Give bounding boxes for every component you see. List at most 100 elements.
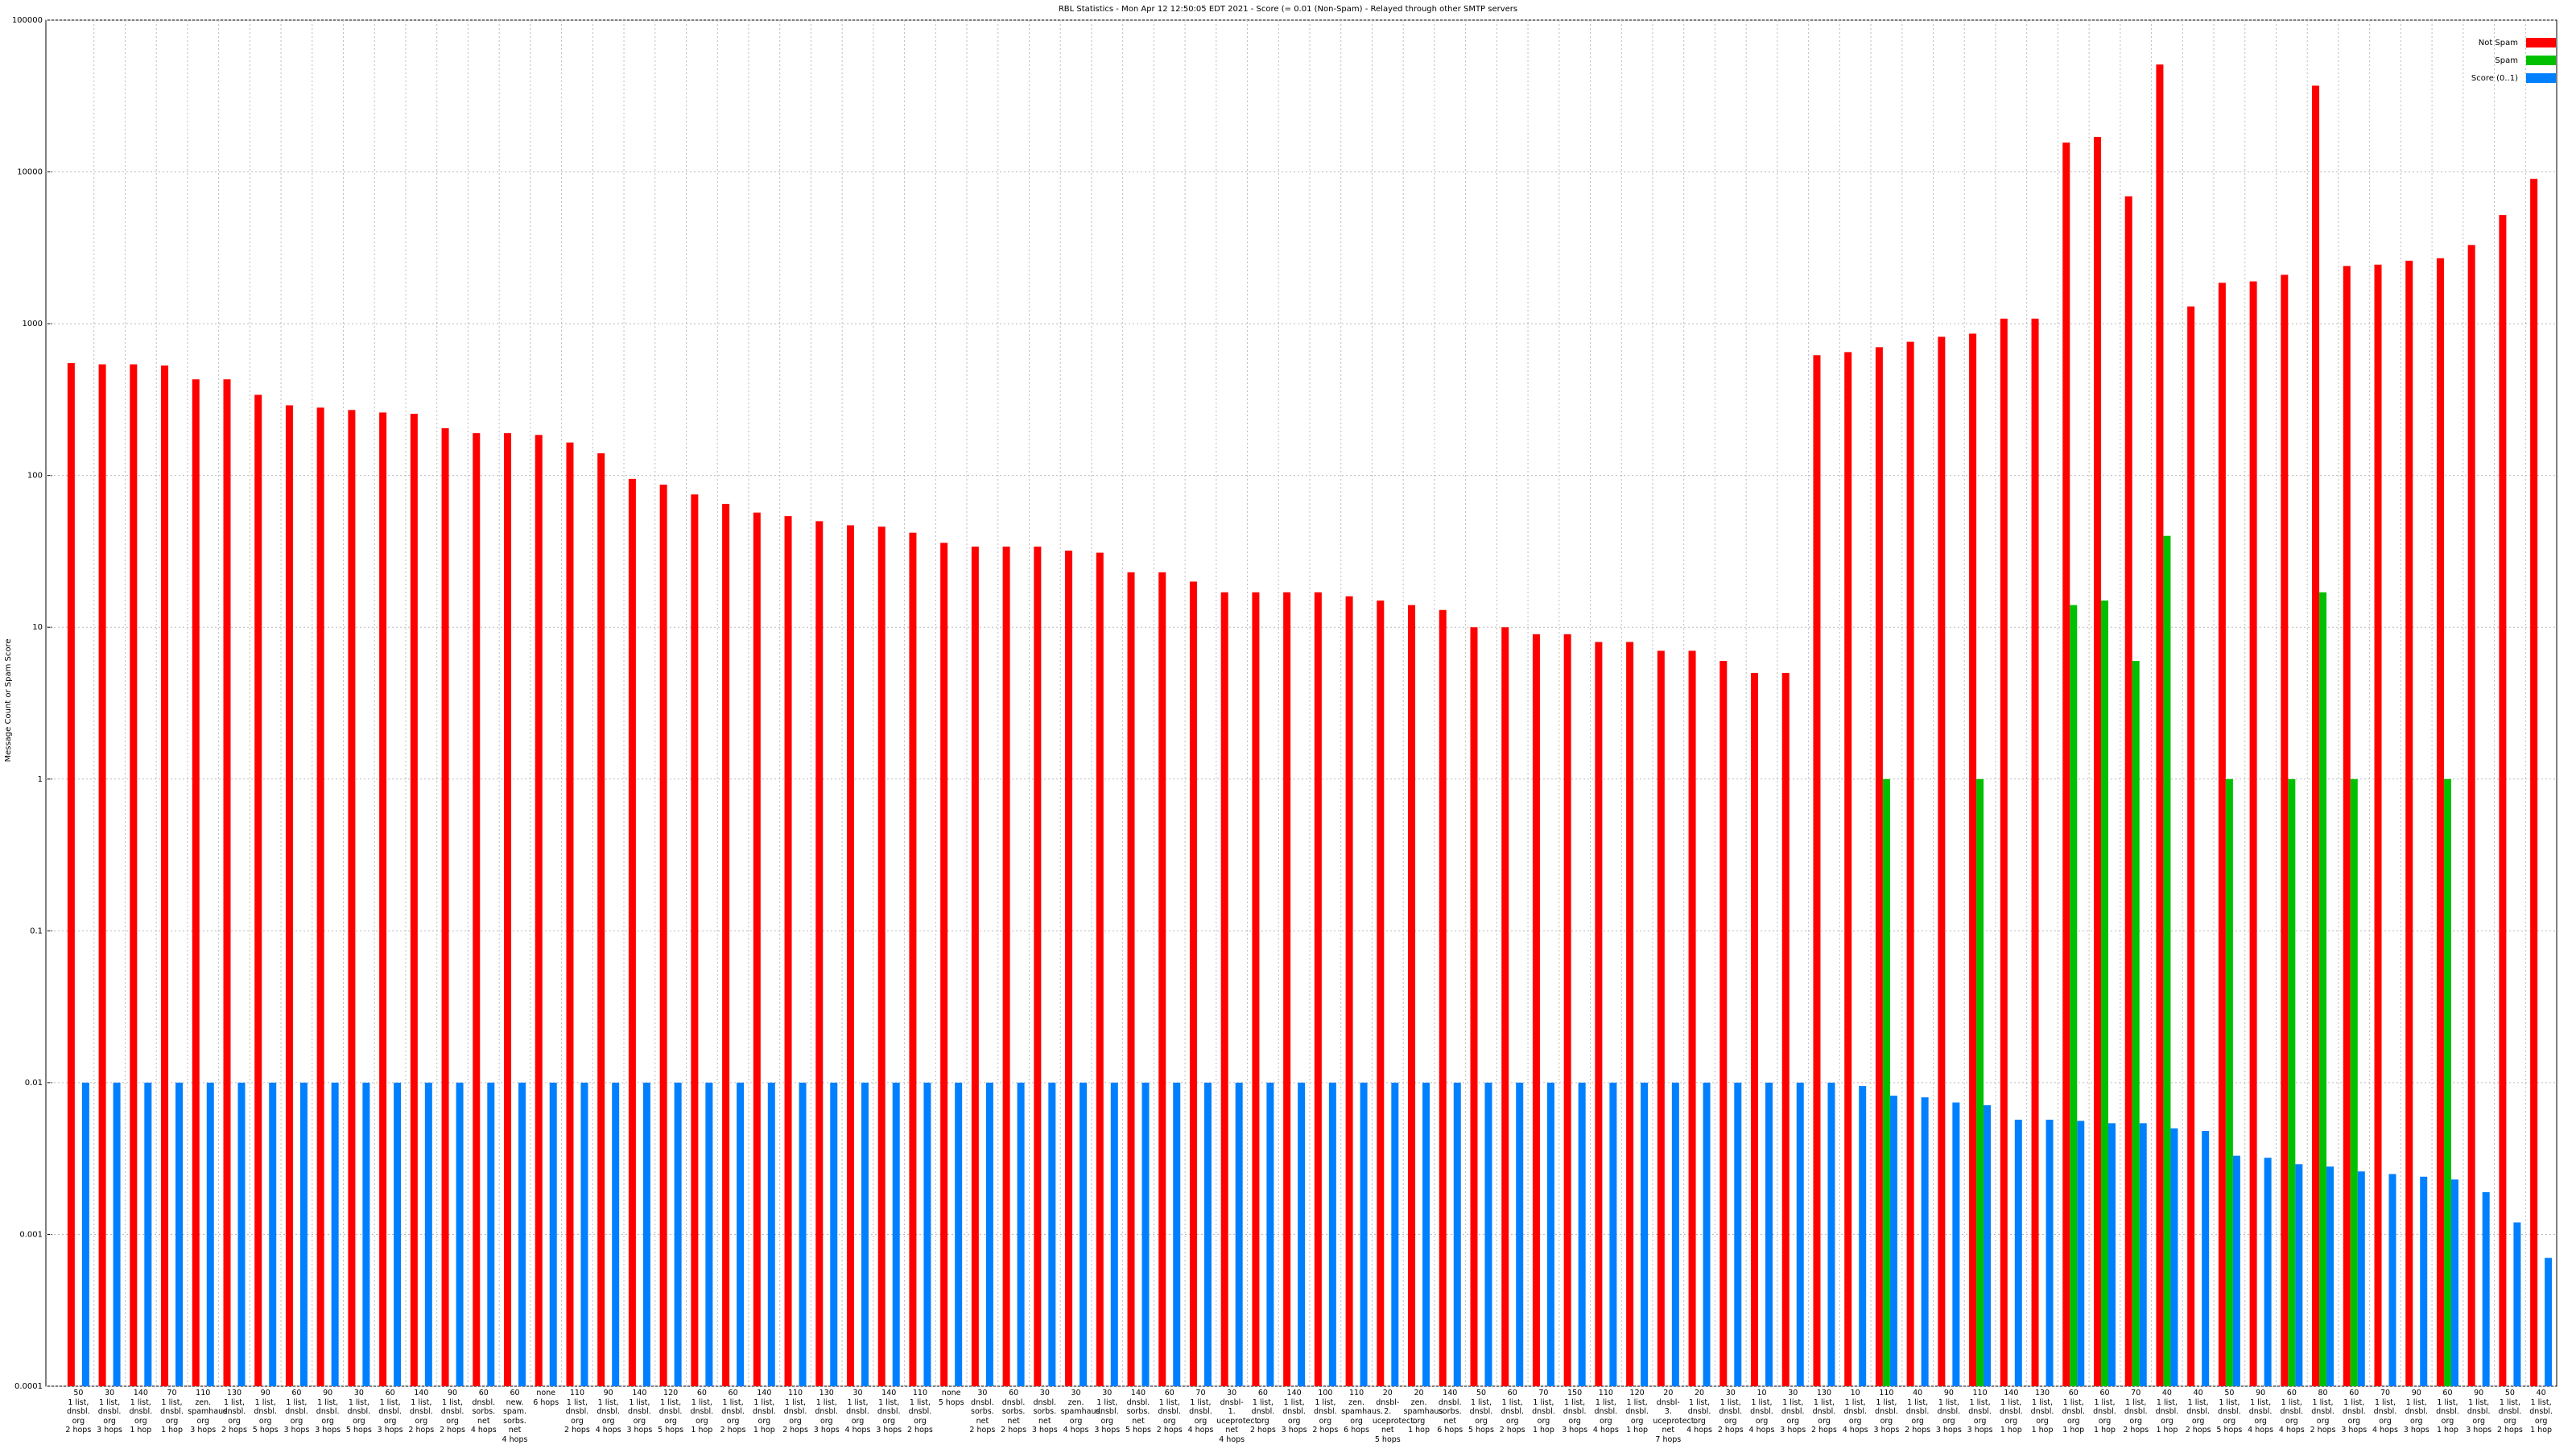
x-tick-label: 50 1 list, dnsbl. org 2 hops: [65, 1389, 92, 1435]
bar: [1984, 1104, 1992, 1386]
bar: [1906, 341, 1914, 1387]
bar: [877, 526, 886, 1386]
x-tick-label: 30 zen. spamhaus. org 4 hops: [1060, 1389, 1103, 1435]
y-tick-label: 1: [38, 775, 43, 784]
bar: [2281, 275, 2289, 1386]
x-tick-label: 90 1 list, dnsbl. org 2 hops: [440, 1389, 465, 1435]
y-tick-label: 0.0001: [14, 1382, 43, 1391]
bar: [2288, 778, 2296, 1386]
x-tick-label: 130 1 list, dnsbl. org 3 hops: [813, 1389, 840, 1435]
bar: [1563, 634, 1571, 1386]
bar: [2124, 196, 2132, 1387]
bar: [940, 543, 948, 1386]
bar: [1938, 336, 1946, 1386]
bar: [1688, 650, 1696, 1386]
bar: [2467, 245, 2475, 1387]
bar: [299, 1082, 308, 1386]
bar: [705, 1082, 713, 1386]
x-tick-label: 140 1 list, dnsbl. org 1 hop: [752, 1389, 776, 1435]
x-tick-label: 100 1 list, dnsbl. org 2 hops: [1312, 1389, 1339, 1435]
bar: [2513, 1222, 2521, 1386]
x-tick-label: 110 1 list, dnsbl. org 3 hops: [1967, 1389, 1993, 1435]
x-tick-label: 90 1 list, dnsbl. org 3 hops: [2403, 1389, 2429, 1435]
bar: [456, 1082, 464, 1386]
bar: [1408, 605, 1416, 1386]
bar: [892, 1082, 900, 1386]
bar: [1220, 592, 1228, 1386]
bar: [2163, 535, 2171, 1386]
bar: [1141, 1082, 1150, 1386]
x-tick-label: 90 1 list, dnsbl. org 3 hops: [315, 1389, 341, 1435]
x-tick-label: 140 dnsbl. sorbs. net 6 hops: [1437, 1389, 1463, 1435]
bar: [2264, 1158, 2272, 1386]
bar: [192, 379, 200, 1386]
x-tick-label: 60 dnsbl. sorbs. net 4 hops: [470, 1389, 497, 1435]
bar: [2100, 601, 2108, 1386]
bar: [441, 427, 449, 1386]
x-tick-label: 120 1 list, dnsbl. org 1 hop: [1625, 1389, 1649, 1435]
bar: [1875, 347, 1883, 1386]
bar: [144, 1082, 152, 1386]
bar: [2388, 1174, 2396, 1386]
bar: [1765, 1082, 1773, 1386]
bar: [612, 1082, 620, 1386]
bar: [2107, 1123, 2116, 1386]
x-tick-label: none 5 hops: [938, 1389, 964, 1407]
x-tick-label: 70 1 list, dnsbl. org 1 hop: [1532, 1389, 1555, 1435]
x-tick-label: 120 1 list, dnsbl. org 5 hops: [658, 1389, 684, 1435]
bar: [1034, 547, 1042, 1386]
x-tick-label: 140 1 list, dnsbl. org 3 hops: [626, 1389, 653, 1435]
x-tick-label: 110 1 list, dnsbl. org 2 hops: [906, 1389, 933, 1435]
bar: [2062, 142, 2070, 1386]
x-tick-label: 70 1 list, dnsbl. org 4 hops: [2372, 1389, 2398, 1435]
bar: [362, 1082, 370, 1386]
x-tick-label: 60 1 list, dnsbl. org 1 hop: [690, 1389, 714, 1435]
bar: [2218, 283, 2226, 1386]
y-tick-label: 0.001: [19, 1230, 43, 1239]
bar: [2077, 1121, 2085, 1386]
bar: [1609, 1082, 1617, 1386]
bar: [815, 521, 824, 1387]
x-tick-label: 70 1 list, dnsbl. org 4 hops: [1187, 1389, 1214, 1435]
bar: [81, 1082, 89, 1386]
bar: [955, 1082, 963, 1386]
bar: [1719, 661, 1728, 1386]
x-tick-label: 150 1 list, dnsbl. org 3 hops: [1562, 1389, 1588, 1435]
bar: [2420, 1176, 2428, 1386]
bar: [549, 1082, 557, 1386]
bar: [285, 405, 293, 1386]
x-tick-label: 70 1 list, dnsbl. org 2 hops: [2123, 1389, 2149, 1435]
bar: [1048, 1082, 1056, 1386]
bar: [1439, 609, 1447, 1386]
bar: [1969, 333, 1977, 1386]
bar: [799, 1082, 807, 1386]
x-tick-label: 50 1 list, dnsbl. org 5 hops: [1468, 1389, 1494, 1435]
bar: [1703, 1082, 1711, 1386]
y-tick-label: 1000: [23, 320, 43, 328]
x-tick-label: 30 1 list, dnsbl. org 3 hops: [1780, 1389, 1806, 1435]
x-tick-label: 140 1 list, dnsbl. org 3 hops: [876, 1389, 902, 1435]
bar: [2139, 1123, 2147, 1386]
bar: [1173, 1082, 1181, 1386]
x-tick-label: 40 1 list, dnsbl. org 1 hop: [2529, 1389, 2553, 1435]
bar: [784, 516, 792, 1387]
bar: [130, 364, 138, 1386]
x-tick-label: 70 1 list, dnsbl. org 1 hop: [160, 1389, 184, 1435]
x-tick-label: 90 1 list, dnsbl. org 5 hops: [252, 1389, 279, 1435]
bar: [1298, 1082, 1306, 1386]
bar: [1360, 1082, 1368, 1386]
x-tick-label: 90 1 list, dnsbl. org 4 hops: [2248, 1389, 2274, 1435]
bar: [2545, 1257, 2553, 1386]
x-tick-label: 60 new. spam. sorbs. net 4 hops: [502, 1389, 528, 1444]
bar: [1734, 1082, 1742, 1386]
bar: [1283, 592, 1291, 1386]
bar: [2156, 64, 2164, 1386]
bar: [767, 1082, 775, 1386]
x-tick-label: 90 1 list, dnsbl. org 3 hops: [1935, 1389, 1962, 1435]
bar: [1976, 778, 1984, 1386]
bar: [566, 442, 574, 1386]
bar: [1453, 1082, 1461, 1386]
x-tick-label: 60 1 list, dnsbl. org 1 hop: [2093, 1389, 2116, 1435]
